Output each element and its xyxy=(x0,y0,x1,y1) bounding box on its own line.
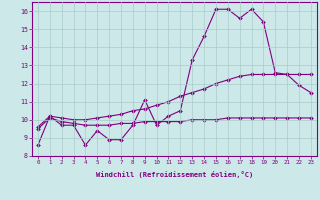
X-axis label: Windchill (Refroidissement éolien,°C): Windchill (Refroidissement éolien,°C) xyxy=(96,171,253,178)
